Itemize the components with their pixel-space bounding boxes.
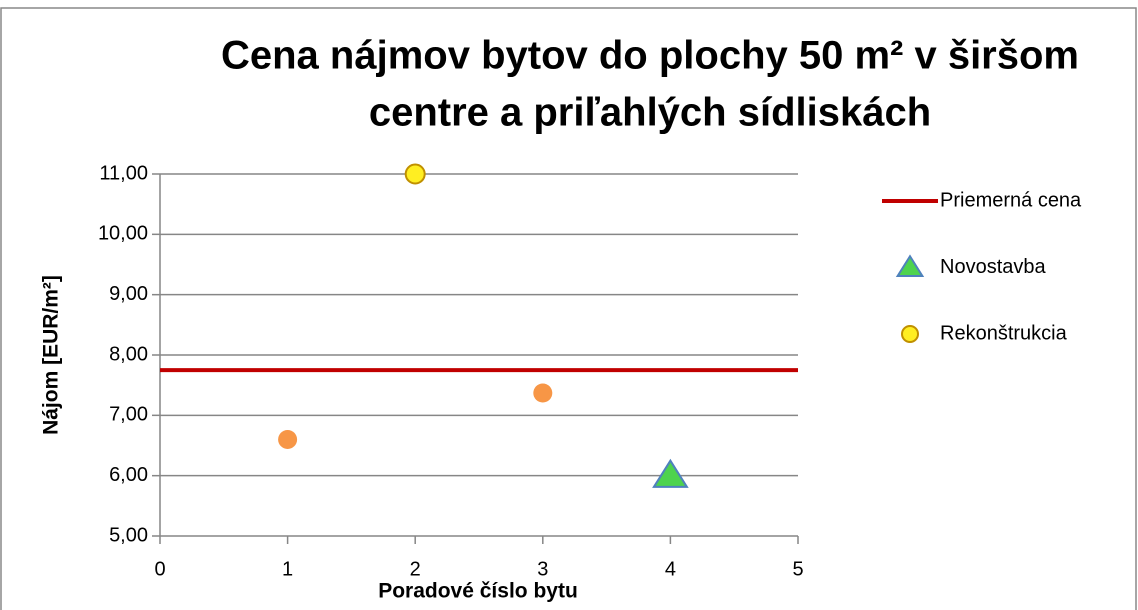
circle-marker: [404, 163, 426, 185]
x-tick-label: 4: [665, 558, 676, 580]
x-axis-label: Poradové číslo bytu: [378, 580, 578, 603]
legend-label: Rekonštrukcia: [940, 322, 1068, 344]
y-tick-label: 8,00: [109, 343, 148, 365]
circle-marker: [901, 325, 919, 343]
x-tick-label: 5: [792, 558, 803, 580]
y-tick-label: 6,00: [109, 464, 148, 486]
y-tick-label: 7,00: [109, 404, 148, 426]
triangle-marker: [895, 254, 925, 277]
y-tick-label: 5,00: [109, 524, 148, 546]
x-tick-label: 1: [282, 558, 293, 580]
x-tick-label: 0: [154, 558, 165, 580]
circle-marker: [278, 429, 298, 449]
x-tick-label: 2: [410, 558, 421, 580]
y-tick-label: 11,00: [99, 162, 148, 184]
chart-frame: [0, 7, 1137, 610]
x-tick-label: 3: [537, 558, 548, 580]
legend-label: Priemerná cena: [940, 189, 1082, 211]
triangle-marker: [652, 458, 689, 488]
circle-marker: [533, 383, 553, 403]
chart-title: centre a priľahlých sídliskách: [369, 91, 931, 135]
y-tick-label: 10,00: [98, 223, 148, 245]
y-tick-label: 9,00: [109, 283, 148, 305]
chart-title: Cena nájmov bytov do plochy 50 m² v širš…: [221, 34, 1079, 78]
y-axis-label: Nájom [EUR/m²]: [40, 275, 63, 435]
legend-label: Novostavba: [940, 256, 1046, 278]
